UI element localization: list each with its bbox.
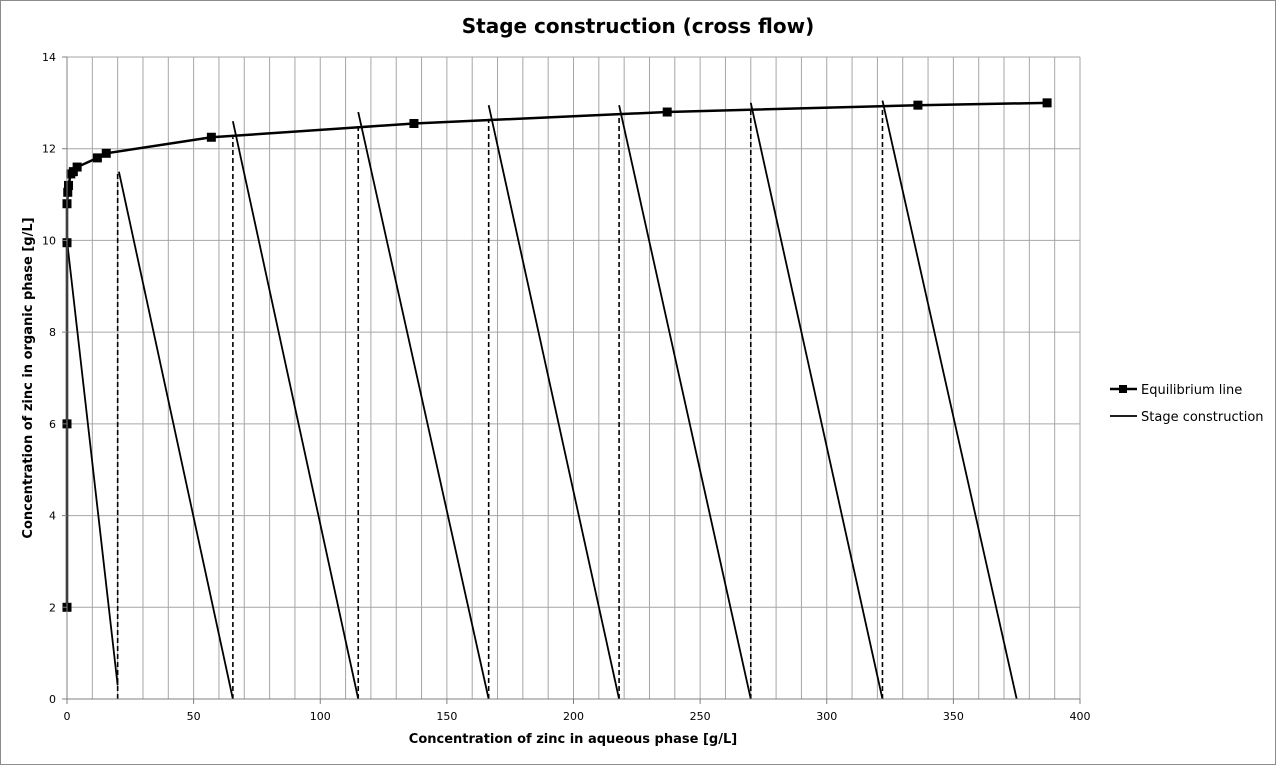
stage-construction-lines bbox=[66, 100, 1018, 700]
x-tick-label: 200 bbox=[563, 710, 584, 723]
x-tick-label: 250 bbox=[690, 710, 711, 723]
y-tick-label: 6 bbox=[49, 418, 56, 431]
legend-item-equilibrium: Equilibrium line bbox=[1110, 383, 1242, 398]
equilibrium-point bbox=[1042, 98, 1052, 108]
equilibrium-point bbox=[68, 167, 78, 177]
stage-line bbox=[881, 100, 1018, 700]
equilibrium-point bbox=[409, 118, 419, 128]
x-tick-label: 50 bbox=[187, 710, 201, 723]
y-tick-label: 8 bbox=[49, 326, 56, 339]
y-tick-label: 12 bbox=[42, 143, 56, 156]
x-tick-label: 350 bbox=[943, 710, 964, 723]
y-tick-label: 14 bbox=[42, 51, 56, 64]
legend-label-stage: Stage construction bbox=[1141, 410, 1264, 425]
y-tick-label: 4 bbox=[49, 510, 56, 523]
legend: Equilibrium line Stage construction bbox=[1110, 383, 1264, 425]
equilibrium-point bbox=[662, 107, 672, 117]
tick-labels: 0 50 100 150 200 250 300 350 400 0 2 4 6 8 10 12 14 bbox=[42, 51, 1091, 723]
axes bbox=[62, 56, 1081, 704]
legend-label-equilibrium: Equilibrium line bbox=[1141, 383, 1242, 398]
stage-line bbox=[231, 121, 360, 700]
x-tick-label: 400 bbox=[1070, 710, 1091, 723]
chart-title: Stage construction (cross flow) bbox=[462, 14, 814, 38]
equilibrium-point bbox=[206, 132, 216, 142]
stage-line bbox=[118, 171, 234, 700]
equilibrium-point bbox=[101, 148, 111, 158]
equilibrium-point bbox=[913, 100, 923, 110]
stage-line bbox=[618, 104, 752, 700]
y-tick-label: 0 bbox=[49, 693, 56, 706]
stage-line bbox=[66, 240, 119, 686]
equilibrium-point bbox=[64, 180, 74, 190]
dashed-lines bbox=[116, 105, 884, 699]
stage-line bbox=[487, 104, 620, 700]
y-tick-label: 2 bbox=[49, 601, 56, 614]
x-tick-label: 300 bbox=[816, 710, 837, 723]
x-axis-title: Concentration of zinc in aqueous phase [… bbox=[409, 732, 737, 747]
x-tick-label: 150 bbox=[436, 710, 457, 723]
x-tick-label: 0 bbox=[64, 710, 71, 723]
y-axis-title: Concentration of zinc in organic phase [… bbox=[21, 217, 36, 538]
legend-item-stage: Stage construction bbox=[1110, 410, 1264, 425]
legend-marker-equilibrium bbox=[1119, 385, 1127, 393]
stage-line bbox=[357, 111, 490, 700]
y-tick-label: 10 bbox=[42, 234, 56, 247]
x-tick-label: 100 bbox=[310, 710, 331, 723]
equilibrium-point bbox=[92, 153, 102, 163]
gridlines bbox=[67, 56, 1081, 699]
equilibrium-point bbox=[72, 162, 82, 172]
stage-line bbox=[749, 102, 884, 700]
equilibrium-point bbox=[63, 187, 73, 197]
